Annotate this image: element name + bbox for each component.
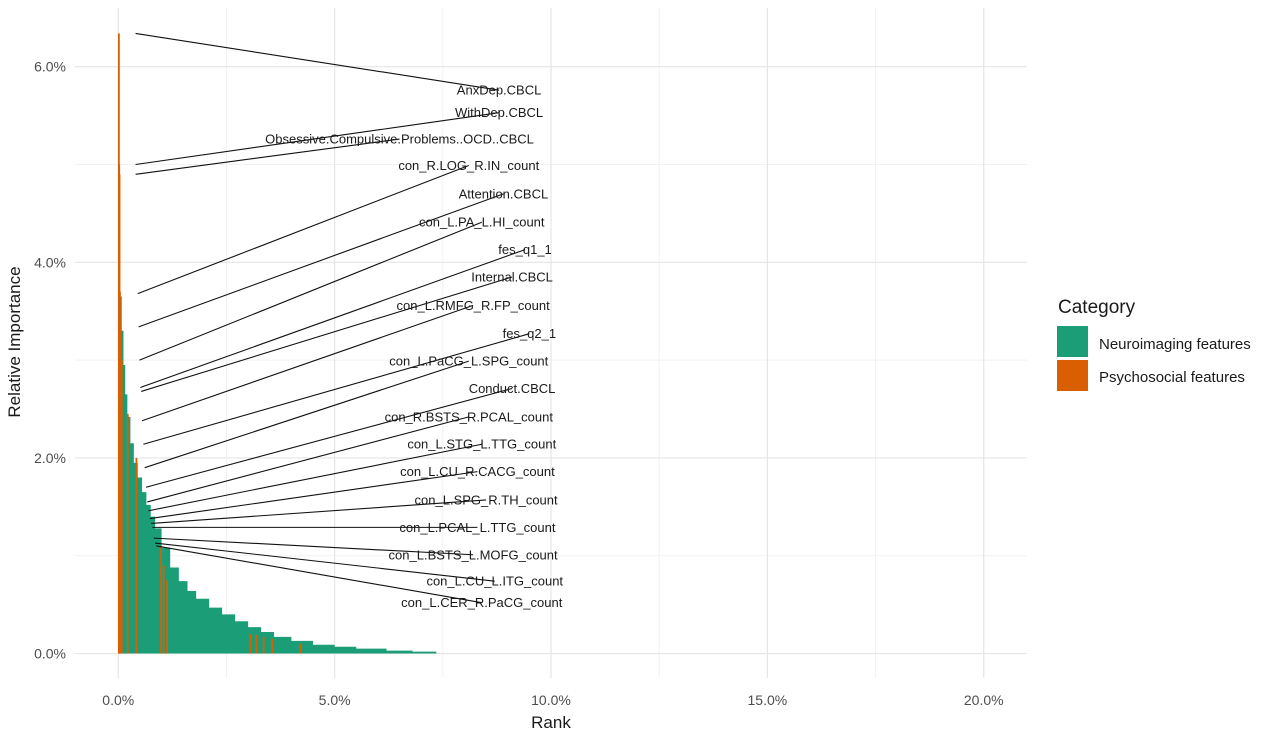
neuroimaging-bars bbox=[119, 296, 437, 654]
annotation-line-8 bbox=[141, 304, 474, 422]
psychosocial-bar-14 bbox=[271, 638, 274, 654]
psychosocial-bar-9 bbox=[162, 565, 165, 654]
x-tick-label-2: 10.0% bbox=[531, 692, 571, 708]
annotation-line-5 bbox=[139, 221, 482, 361]
y-tick-label-2: 4.0% bbox=[34, 254, 66, 270]
psychosocial-bar-13 bbox=[262, 636, 265, 654]
psychosocial-bar-6 bbox=[126, 413, 129, 654]
annotation-line-7 bbox=[141, 276, 513, 392]
annotation-label-5: con_L.PA_L.HI_count bbox=[419, 215, 545, 230]
annotation-line-14 bbox=[149, 471, 478, 520]
x-tick-label-0: 0.0% bbox=[102, 692, 134, 708]
annotation-line-13 bbox=[148, 443, 482, 512]
annotation-label-18: con_L.CU_L.ITG_count bbox=[426, 574, 563, 589]
x-tick-label-3: 15.0% bbox=[748, 692, 788, 708]
tick-labels: 0.0% 5.0% 10.0% 15.0% 20.0% 0.0% 2.0% 4.0% 6.0% bbox=[34, 59, 1004, 708]
annotation-line-17 bbox=[153, 537, 474, 556]
annotation-line-2 bbox=[135, 138, 400, 175]
annotation-label-15: con_L.SPG_R.TH_count bbox=[415, 492, 558, 507]
psychosocial-bar-11 bbox=[249, 633, 252, 654]
annotation-label-10: con_L.PaCG_L.SPG_count bbox=[389, 354, 548, 369]
annotation-line-11 bbox=[145, 387, 513, 488]
annotation-label-16: con_L.PCAL_L.TTG_count bbox=[399, 520, 555, 535]
legend-label-neuroimaging: Neuroimaging features bbox=[1099, 336, 1251, 353]
x-axis-title: Rank bbox=[531, 713, 571, 732]
psychosocial-bar-7 bbox=[135, 457, 138, 654]
legend-label-psychosocial: Psychosocial features bbox=[1099, 369, 1245, 386]
annotation-line-10 bbox=[144, 360, 469, 469]
annotation-label-19: con_L.CER_R.PaCG_count bbox=[401, 595, 563, 610]
psychosocial-bar-8 bbox=[160, 545, 162, 654]
bars bbox=[117, 33, 437, 654]
psychosocial-bar-15 bbox=[299, 643, 302, 654]
annotation-label-14: con_L.CU_R.CACG_count bbox=[400, 464, 555, 479]
annotation-label-0: AnxDep.CBCL bbox=[457, 83, 542, 98]
annotation-label-4: Attention.CBCL bbox=[459, 186, 549, 201]
psychosocial-bar-10 bbox=[166, 580, 169, 654]
annotation-label-11: Conduct.CBCL bbox=[469, 381, 556, 396]
annotation-line-6 bbox=[140, 249, 526, 389]
psychosocial-bar-5 bbox=[120, 360, 123, 654]
psychosocial-bar-4 bbox=[119, 326, 122, 654]
annotation-label-6: fes_q1_1 bbox=[498, 242, 552, 257]
y-tick-label-1: 2.0% bbox=[34, 450, 66, 466]
annotation-line-15 bbox=[151, 499, 487, 525]
legend: Category Neuroimaging features Psychosoc… bbox=[1057, 297, 1251, 391]
annotation-label-8: con_L.RMFG_R.FP_count bbox=[397, 298, 551, 313]
annotation-label-1: WithDep.CBCL bbox=[455, 105, 543, 120]
y-tick-label-0: 0.0% bbox=[34, 646, 66, 662]
y-axis-title: Relative Importance bbox=[5, 266, 24, 417]
gridlines bbox=[75, 8, 1027, 678]
annotation-line-9 bbox=[143, 333, 530, 445]
annotation-line-18 bbox=[154, 542, 495, 582]
x-tick-label-4: 20.0% bbox=[964, 692, 1004, 708]
annotation-label-2: Obsessive.Compulsive.Problems..OCD..CBCL bbox=[265, 132, 534, 147]
annotations: AnxDep.CBCL WithDep.CBCL Obsessive.Compuls… bbox=[135, 32, 563, 610]
annotation-label-17: con_L.BSTS_L.MOFG_count bbox=[389, 547, 558, 562]
annotation-label-9: fes_q2_1 bbox=[503, 326, 557, 341]
legend-swatch-psychosocial bbox=[1057, 360, 1088, 391]
annotation-label-3: con_R.LOG_R.IN_count bbox=[398, 158, 539, 173]
y-tick-label-3: 6.0% bbox=[34, 59, 66, 75]
x-tick-label-1: 5.0% bbox=[319, 692, 351, 708]
legend-swatch-neuroimaging bbox=[1057, 326, 1088, 357]
psychosocial-bar-12 bbox=[255, 634, 258, 654]
annotation-label-12: con_R.BSTS_R.PCAL_count bbox=[385, 409, 554, 424]
annotation-line-3 bbox=[137, 164, 469, 295]
annotation-line-12 bbox=[147, 416, 469, 503]
annotation-line-0 bbox=[135, 32, 500, 91]
legend-title: Category bbox=[1058, 297, 1136, 318]
annotation-line-19 bbox=[156, 545, 482, 604]
annotation-label-7: Internal.CBCL bbox=[471, 269, 553, 284]
annotation-line-4 bbox=[138, 193, 504, 328]
annotation-label-13: con_L.STG_L.TTG_count bbox=[407, 437, 556, 452]
annotation-line-1 bbox=[135, 112, 500, 166]
